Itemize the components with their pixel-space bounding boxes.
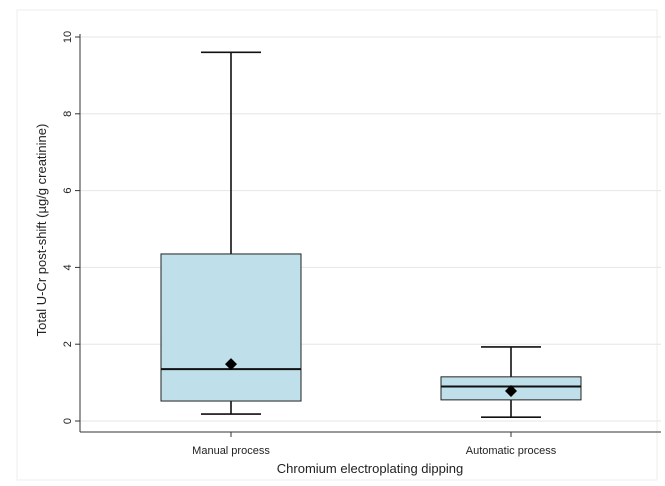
box-manual-process <box>160 51 302 415</box>
y-tick-label: 4 <box>62 264 74 270</box>
y-tick-label: 6 <box>62 188 74 194</box>
y-axis-title: Total U-Cr post-shift (µg/g creatinine) <box>34 124 49 337</box>
x-axis-ticks: Manual process Automatic process <box>192 432 557 457</box>
boxes <box>160 51 582 418</box>
y-axis-ticks: 0 2 4 6 8 10 <box>62 31 80 424</box>
y-tick-label: 0 <box>62 418 74 424</box>
mean-marker <box>225 358 237 371</box>
y-tick-label: 8 <box>62 111 74 117</box>
x-tick-label: Manual process <box>192 445 270 457</box>
y-tick-label: 2 <box>62 341 74 347</box>
y-tick-label: 10 <box>62 31 74 43</box>
x-tick-label: Automatic process <box>466 445 557 457</box>
plot-border <box>16 9 658 481</box>
box-automatic-process <box>440 346 582 418</box>
iqr-box <box>160 253 302 402</box>
x-axis-title: Chromium electroplating dipping <box>277 461 463 476</box>
mean-marker <box>505 385 517 398</box>
